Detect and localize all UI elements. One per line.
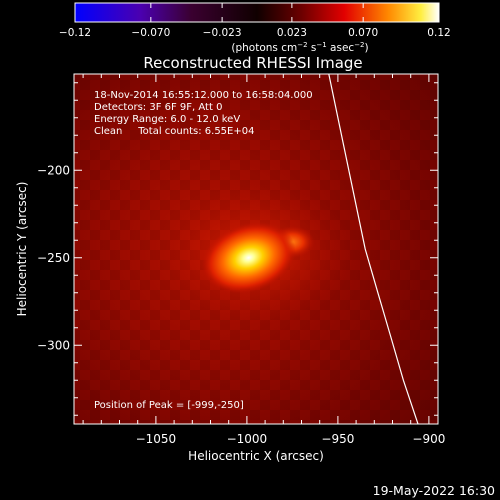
colorbar-gradient [74, 2, 440, 23]
peak-position-label: Position of Peak = [-999,-250] [94, 400, 244, 411]
primary-source [201, 222, 296, 294]
solar-limb-line [328, 74, 419, 424]
footer-timestamp: 19-May-2022 16:30 [373, 483, 495, 498]
heatmap-image [74, 74, 438, 424]
annotation-energy-range: Energy Range: 6.0 - 12.0 keV [94, 114, 240, 125]
plot-frame [73, 73, 439, 425]
x-tick-label: −1000 [227, 432, 268, 446]
colorbar-tick-label: −0.070 [131, 27, 170, 39]
y-tick-label: −300 [37, 338, 70, 352]
colorbar-unit-label: (photons cm−2 s−1 asec−2) [231, 41, 368, 54]
colorbar: −0.12 −0.070 −0.023 0.023 0.070 0.12 (photons… [59, 2, 451, 54]
annotation-time-range: 18-Nov-2014 16:55:12.000 to 16:58:04.000 [94, 90, 313, 101]
annotation-block: 18-Nov-2014 16:55:12.000 to 16:58:04.000… [94, 90, 313, 137]
annotation-clean-counts: Clean Total counts: 6.55E+04 [94, 126, 254, 137]
y-tick-label: −250 [37, 251, 70, 265]
chart-title: Reconstructed RHESSI Image [143, 54, 362, 72]
colorbar-tick-label: −0.12 [59, 27, 91, 39]
colorbar-tick-label: 0.023 [277, 27, 307, 39]
colorbar-tick-label: 0.070 [348, 27, 378, 39]
y-axis-title: Heliocentric Y (arcsec) [15, 182, 29, 317]
x-axis-title: Heliocentric X (arcsec) [188, 449, 324, 463]
annotation-detectors: Detectors: 3F 6F 9F, Att 0 [94, 102, 222, 113]
x-tick-label: −900 [412, 432, 445, 446]
axes: −1050 −1000 −950 −900 −200 −250 −300 [37, 74, 445, 446]
x-tick-label: −950 [321, 432, 354, 446]
y-tick-label: −200 [37, 163, 70, 177]
colorbar-tick-label: 0.12 [427, 27, 450, 39]
x-tick-label: −1050 [136, 432, 177, 446]
colorbar-tick-label: −0.023 [203, 27, 242, 39]
